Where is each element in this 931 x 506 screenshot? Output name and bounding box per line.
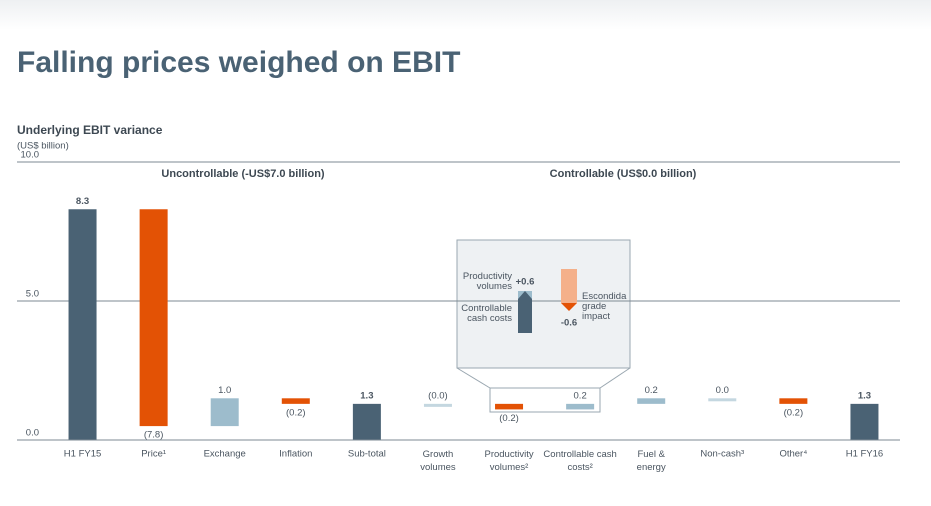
x-tick-label: Non-cash³ <box>700 449 744 460</box>
inset-arrow <box>561 269 577 311</box>
y-tick-label: 5.0 <box>26 289 39 300</box>
bar <box>281 398 310 404</box>
inset-text: Escondida grade impact <box>582 291 627 322</box>
inset-connector <box>599 367 631 389</box>
x-tick-label: H1 FY15 <box>64 449 102 460</box>
data-label: 0.2 <box>574 390 587 401</box>
chart-subtitle: Underlying EBIT variance <box>17 123 163 137</box>
inset-label: -0.6 <box>561 318 577 329</box>
group-label: Controllable (US$0.0 billion) <box>550 168 697 180</box>
inset-box <box>456 239 631 369</box>
data-label: (7.8) <box>144 430 164 441</box>
inset-connector <box>456 367 491 389</box>
y-axis-label: (US$ billion) <box>17 141 69 152</box>
data-label: (0.0) <box>428 390 448 401</box>
data-label: 1.3 <box>858 390 871 401</box>
x-tick-label: Productivity volumes² <box>484 449 533 473</box>
bar <box>423 403 452 407</box>
bar <box>210 398 239 427</box>
bar <box>139 209 168 427</box>
bar <box>637 398 666 404</box>
data-label: 1.0 <box>218 385 231 396</box>
group-label: Uncontrollable (-US$7.0 billion) <box>161 168 325 180</box>
y-tick-label: 10.0 <box>21 150 40 161</box>
inset-text: Productivity volumes <box>463 271 512 292</box>
bar <box>352 403 381 440</box>
data-label: 0.2 <box>645 385 658 396</box>
data-label: 0.0 <box>716 385 729 396</box>
inset-source-box <box>489 387 601 413</box>
top-fade <box>0 0 931 30</box>
x-tick-label: Sub-total <box>348 449 386 460</box>
data-label: 1.3 <box>360 390 373 401</box>
bar <box>566 403 595 410</box>
x-tick-label: Price¹ <box>141 449 166 460</box>
data-label: (0.2) <box>499 413 519 424</box>
x-tick-label: H1 FY16 <box>846 449 884 460</box>
inset-label: +0.6 <box>516 277 535 288</box>
inset-arrow-head <box>518 291 532 299</box>
data-label: 8.3 <box>76 196 89 207</box>
data-label: (0.2) <box>286 407 306 418</box>
bar <box>495 403 524 410</box>
bar <box>68 209 97 440</box>
x-tick-label: Exchange <box>204 449 246 460</box>
bar <box>708 398 737 402</box>
data-label: (0.2) <box>784 407 804 418</box>
y-tick-label: 0.0 <box>26 428 39 439</box>
bar <box>850 403 879 440</box>
inset-text: Controllable cash costs <box>461 303 512 324</box>
x-tick-label: Controllable cash costs² <box>543 449 616 473</box>
inset-arrow <box>518 291 532 333</box>
inset-arrow-body <box>561 269 577 303</box>
x-tick-label: Growth volumes <box>420 449 456 473</box>
page-title: Falling prices weighed on EBIT <box>17 46 460 79</box>
x-tick-label: Other⁴ <box>779 449 807 460</box>
inset-arrow-head <box>561 303 577 311</box>
inset-arrow-body <box>518 291 532 333</box>
x-tick-label: Fuel & energy <box>637 449 666 473</box>
x-tick-label: Inflation <box>279 449 312 460</box>
bar <box>779 398 808 404</box>
